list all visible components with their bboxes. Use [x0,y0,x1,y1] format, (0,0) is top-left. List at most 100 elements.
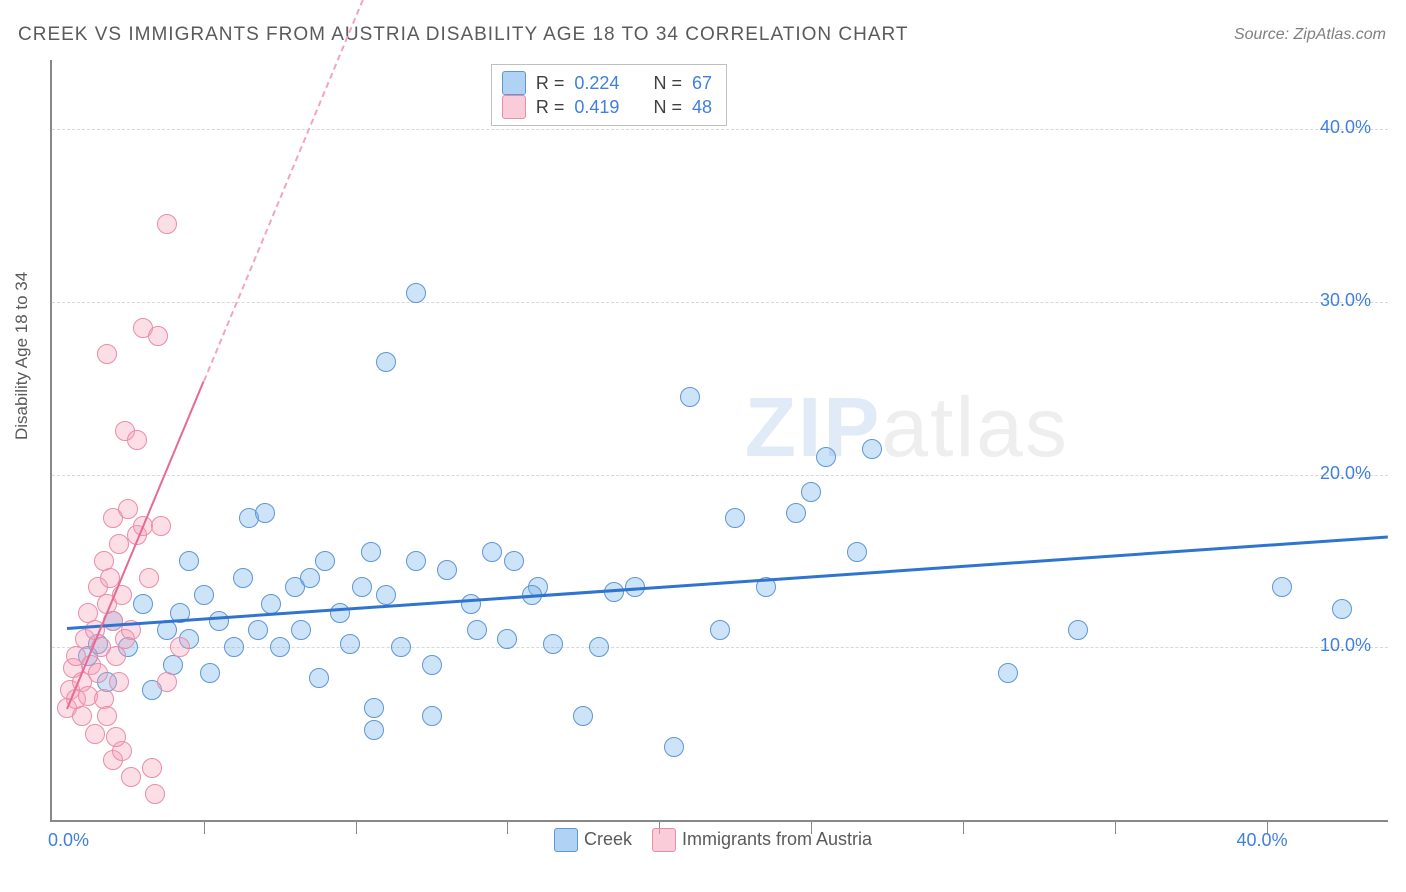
regression-line [67,535,1388,630]
data-point [291,620,311,640]
data-point [364,720,384,740]
gridline-h [52,475,1388,476]
gridline-h [52,647,1388,648]
data-point [664,737,684,757]
data-point [422,706,442,726]
data-point [497,629,517,649]
data-point [680,387,700,407]
data-point [330,603,350,623]
data-point [573,706,593,726]
data-point [148,326,168,346]
legend-swatch [502,71,526,95]
stat-n-label: N = [653,73,682,94]
data-point [352,577,372,597]
y-tick-label: 40.0% [1320,117,1371,138]
legend-swatch [554,828,578,852]
data-point [106,646,126,666]
stat-n-label: N = [653,97,682,118]
stats-row: R = 0.419 N = 48 [502,95,712,119]
data-point [139,568,159,588]
stat-r-value: 0.419 [574,97,619,118]
stat-r-label: R = [536,73,565,94]
data-point [461,594,481,614]
data-point [248,620,268,640]
data-point [121,767,141,787]
data-point [437,560,457,580]
source-credit: Source: ZipAtlas.com [1234,26,1386,44]
data-point [200,663,220,683]
data-point [151,516,171,536]
data-point [710,620,730,640]
data-point [482,542,502,562]
data-point [376,352,396,372]
data-point [340,634,360,654]
data-point [376,585,396,605]
gridline-h [52,129,1388,130]
legend-swatch [652,828,676,852]
data-point [127,430,147,450]
data-point [504,551,524,571]
data-point [157,214,177,234]
data-point [88,663,108,683]
data-point [361,542,381,562]
data-point [391,637,411,657]
y-tick-label: 30.0% [1320,290,1371,311]
y-tick-label: 20.0% [1320,463,1371,484]
stat-r-value: 0.224 [574,73,619,94]
data-point [106,727,126,747]
data-point [300,568,320,588]
data-point [862,439,882,459]
data-point [725,508,745,528]
stats-row: R = 0.224 N = 67 [502,71,712,95]
data-point [72,706,92,726]
data-point [145,784,165,804]
y-axis-label: Disability Age 18 to 34 [12,272,32,440]
data-point [467,620,487,640]
data-point [194,585,214,605]
data-point [422,655,442,675]
legend-label: Creek [584,829,632,849]
data-point [170,637,190,657]
gridline-h [52,302,1388,303]
data-point [364,698,384,718]
stat-n-value: 48 [692,97,712,118]
data-point [142,758,162,778]
data-point [261,594,281,614]
series-legend: Creek Immigrants from Austria [0,828,1406,884]
data-point [270,637,290,657]
legend-swatch [502,95,526,119]
data-point [157,672,177,692]
stat-r-label: R = [536,97,565,118]
stats-legend-box: R = 0.224 N = 67 R = 0.419 N = 48 [491,64,727,126]
data-point [1272,577,1292,597]
data-point [1068,620,1088,640]
regression-line [203,0,417,381]
data-point [133,594,153,614]
data-point [85,724,105,744]
data-point [224,637,244,657]
data-point [315,551,335,571]
data-point [233,568,253,588]
data-point [109,534,129,554]
data-point [109,672,129,692]
data-point [406,283,426,303]
chart-title: CREEK VS IMMIGRANTS FROM AUSTRIA DISABIL… [18,24,909,46]
data-point [543,634,563,654]
data-point [1332,599,1352,619]
data-point [209,611,229,631]
data-point [998,663,1018,683]
data-point [816,447,836,467]
data-point [589,637,609,657]
y-tick-label: 10.0% [1320,635,1371,656]
stat-n-value: 67 [692,73,712,94]
data-point [847,542,867,562]
scatter-plot [50,60,1388,822]
data-point [97,344,117,364]
data-point [309,668,329,688]
data-point [97,706,117,726]
data-point [255,503,275,523]
legend-label: Immigrants from Austria [682,829,872,849]
data-point [118,499,138,519]
data-point [786,503,806,523]
data-point [801,482,821,502]
